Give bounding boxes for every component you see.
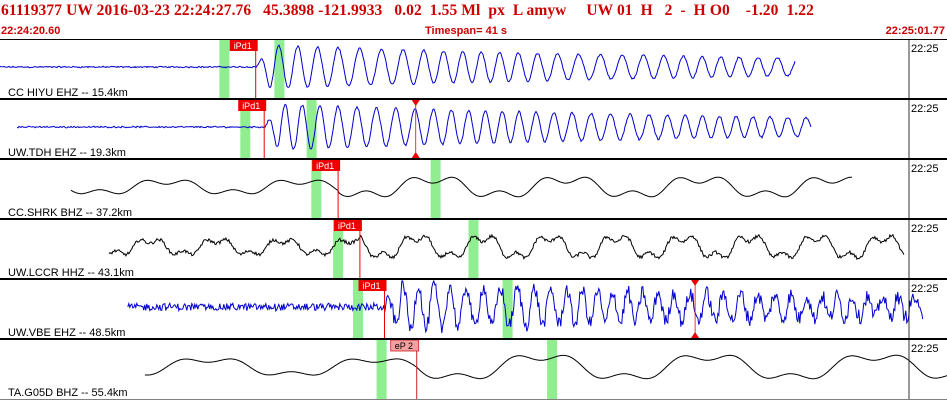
waveform-canvas[interactable]: iPd1 22:25 CC HIYU EHZ -- 15.4km iPd1 22:25 U… [0, 39, 947, 400]
trace-panel[interactable]: iPd1 22:25 UW.LCCR HHZ -- 43.1km [0, 218, 947, 279]
time-window-band [547, 340, 558, 399]
waveform-trace [108, 233, 905, 261]
station-label: CC.SHRK BHZ -- 37.2km [8, 207, 132, 219]
time-tick-label: 22:25 [911, 103, 939, 115]
phase-pick-label: iPd1 [234, 41, 252, 51]
station-label: UW.VBE EHZ -- 48.5km [8, 327, 125, 339]
phase-pick-label: iPd1 [242, 101, 260, 111]
amplitude-marker-top [691, 280, 700, 286]
station-label: CC HIYU EHZ -- 15.4km [8, 87, 128, 99]
trace-panel-bg[interactable] [0, 339, 947, 399]
station-label: UW.TDH EHZ -- 19.3km [8, 147, 126, 159]
time-window-band [430, 160, 441, 219]
phase-pick-label: iPd1 [338, 221, 356, 231]
trace-panel-bg[interactable] [0, 279, 947, 339]
seismogram-panels[interactable]: iPd1 22:25 CC HIYU EHZ -- 15.4km iPd1 22:25 U… [0, 39, 947, 400]
phase-pick-flag[interactable] [312, 160, 341, 171]
phase-pick-flag[interactable] [238, 100, 267, 111]
time-tick-label: 22:25 [911, 163, 939, 175]
amplitude-marker-top [411, 100, 420, 106]
timespan-label: Timespan= 41 s [425, 25, 508, 37]
waveform-trace [144, 354, 947, 380]
waveform-trace [16, 103, 812, 150]
waveform-trace [0, 44, 796, 89]
waveform-trace [127, 279, 924, 334]
phase-pick-flag[interactable] [358, 280, 387, 291]
trace-panel[interactable]: iPd1 22:25 CC HIYU EHZ -- 15.4km [0, 39, 947, 99]
station-label: TA.G05D BHZ -- 55.4km [8, 387, 128, 399]
time-window-band [306, 100, 317, 159]
waveform-trace [70, 176, 852, 198]
trace-panel[interactable]: iPd1 22:25 CC.SHRK BHZ -- 37.2km [0, 158, 947, 219]
trace-panel[interactable]: iPd1 22:25 UW.VBE EHZ -- 48.5km [0, 278, 947, 339]
trace-panel-bg[interactable] [0, 159, 947, 219]
start-time: 22:24:20.60 [1, 25, 61, 37]
phase-pick-flag[interactable] [333, 220, 362, 231]
time-window-band [333, 220, 344, 279]
trace-panel-bg[interactable] [0, 39, 947, 99]
time-tick-label: 22:25 [911, 43, 939, 55]
time-tick-label: 22:25 [911, 343, 939, 355]
amplitude-marker-bottom [411, 152, 420, 158]
time-window-band [311, 160, 322, 219]
time-window-band [376, 340, 387, 399]
time-tick-label: 22:25 [911, 283, 939, 295]
phase-pick-label: eP 2 [395, 341, 413, 351]
amplitude-marker-bottom [691, 332, 700, 338]
time-window-band [468, 220, 479, 279]
trace-panel[interactable]: iPd1 22:25 UW.TDH EHZ -- 19.3km [0, 98, 947, 159]
event-info-line: 61119377 UW 2016-03-23 22:24:27.76 45.38… [1, 2, 814, 19]
phase-pick-flag[interactable] [229, 40, 258, 51]
phase-pick-label: iPd1 [363, 281, 381, 291]
event-header: 61119377 UW 2016-03-23 22:24:27.76 45.38… [0, 0, 947, 40]
end-time: 22:25:01.77 [885, 25, 945, 37]
time-tick-label: 22:25 [911, 223, 939, 235]
time-window-band [219, 40, 230, 99]
time-window-band [502, 280, 513, 339]
phase-pick-label: iPd1 [316, 161, 334, 171]
time-window-band [274, 40, 285, 99]
trace-panel[interactable]: eP 2 22:25 TA.G05D BHZ -- 55.4km [0, 338, 947, 399]
time-window-band [240, 100, 251, 159]
time-window-band [353, 280, 363, 339]
station-label: UW.LCCR HHZ -- 43.1km [8, 267, 134, 279]
